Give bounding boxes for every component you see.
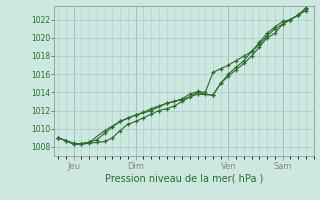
X-axis label: Pression niveau de la mer( hPa ): Pression niveau de la mer( hPa ) (105, 173, 263, 183)
